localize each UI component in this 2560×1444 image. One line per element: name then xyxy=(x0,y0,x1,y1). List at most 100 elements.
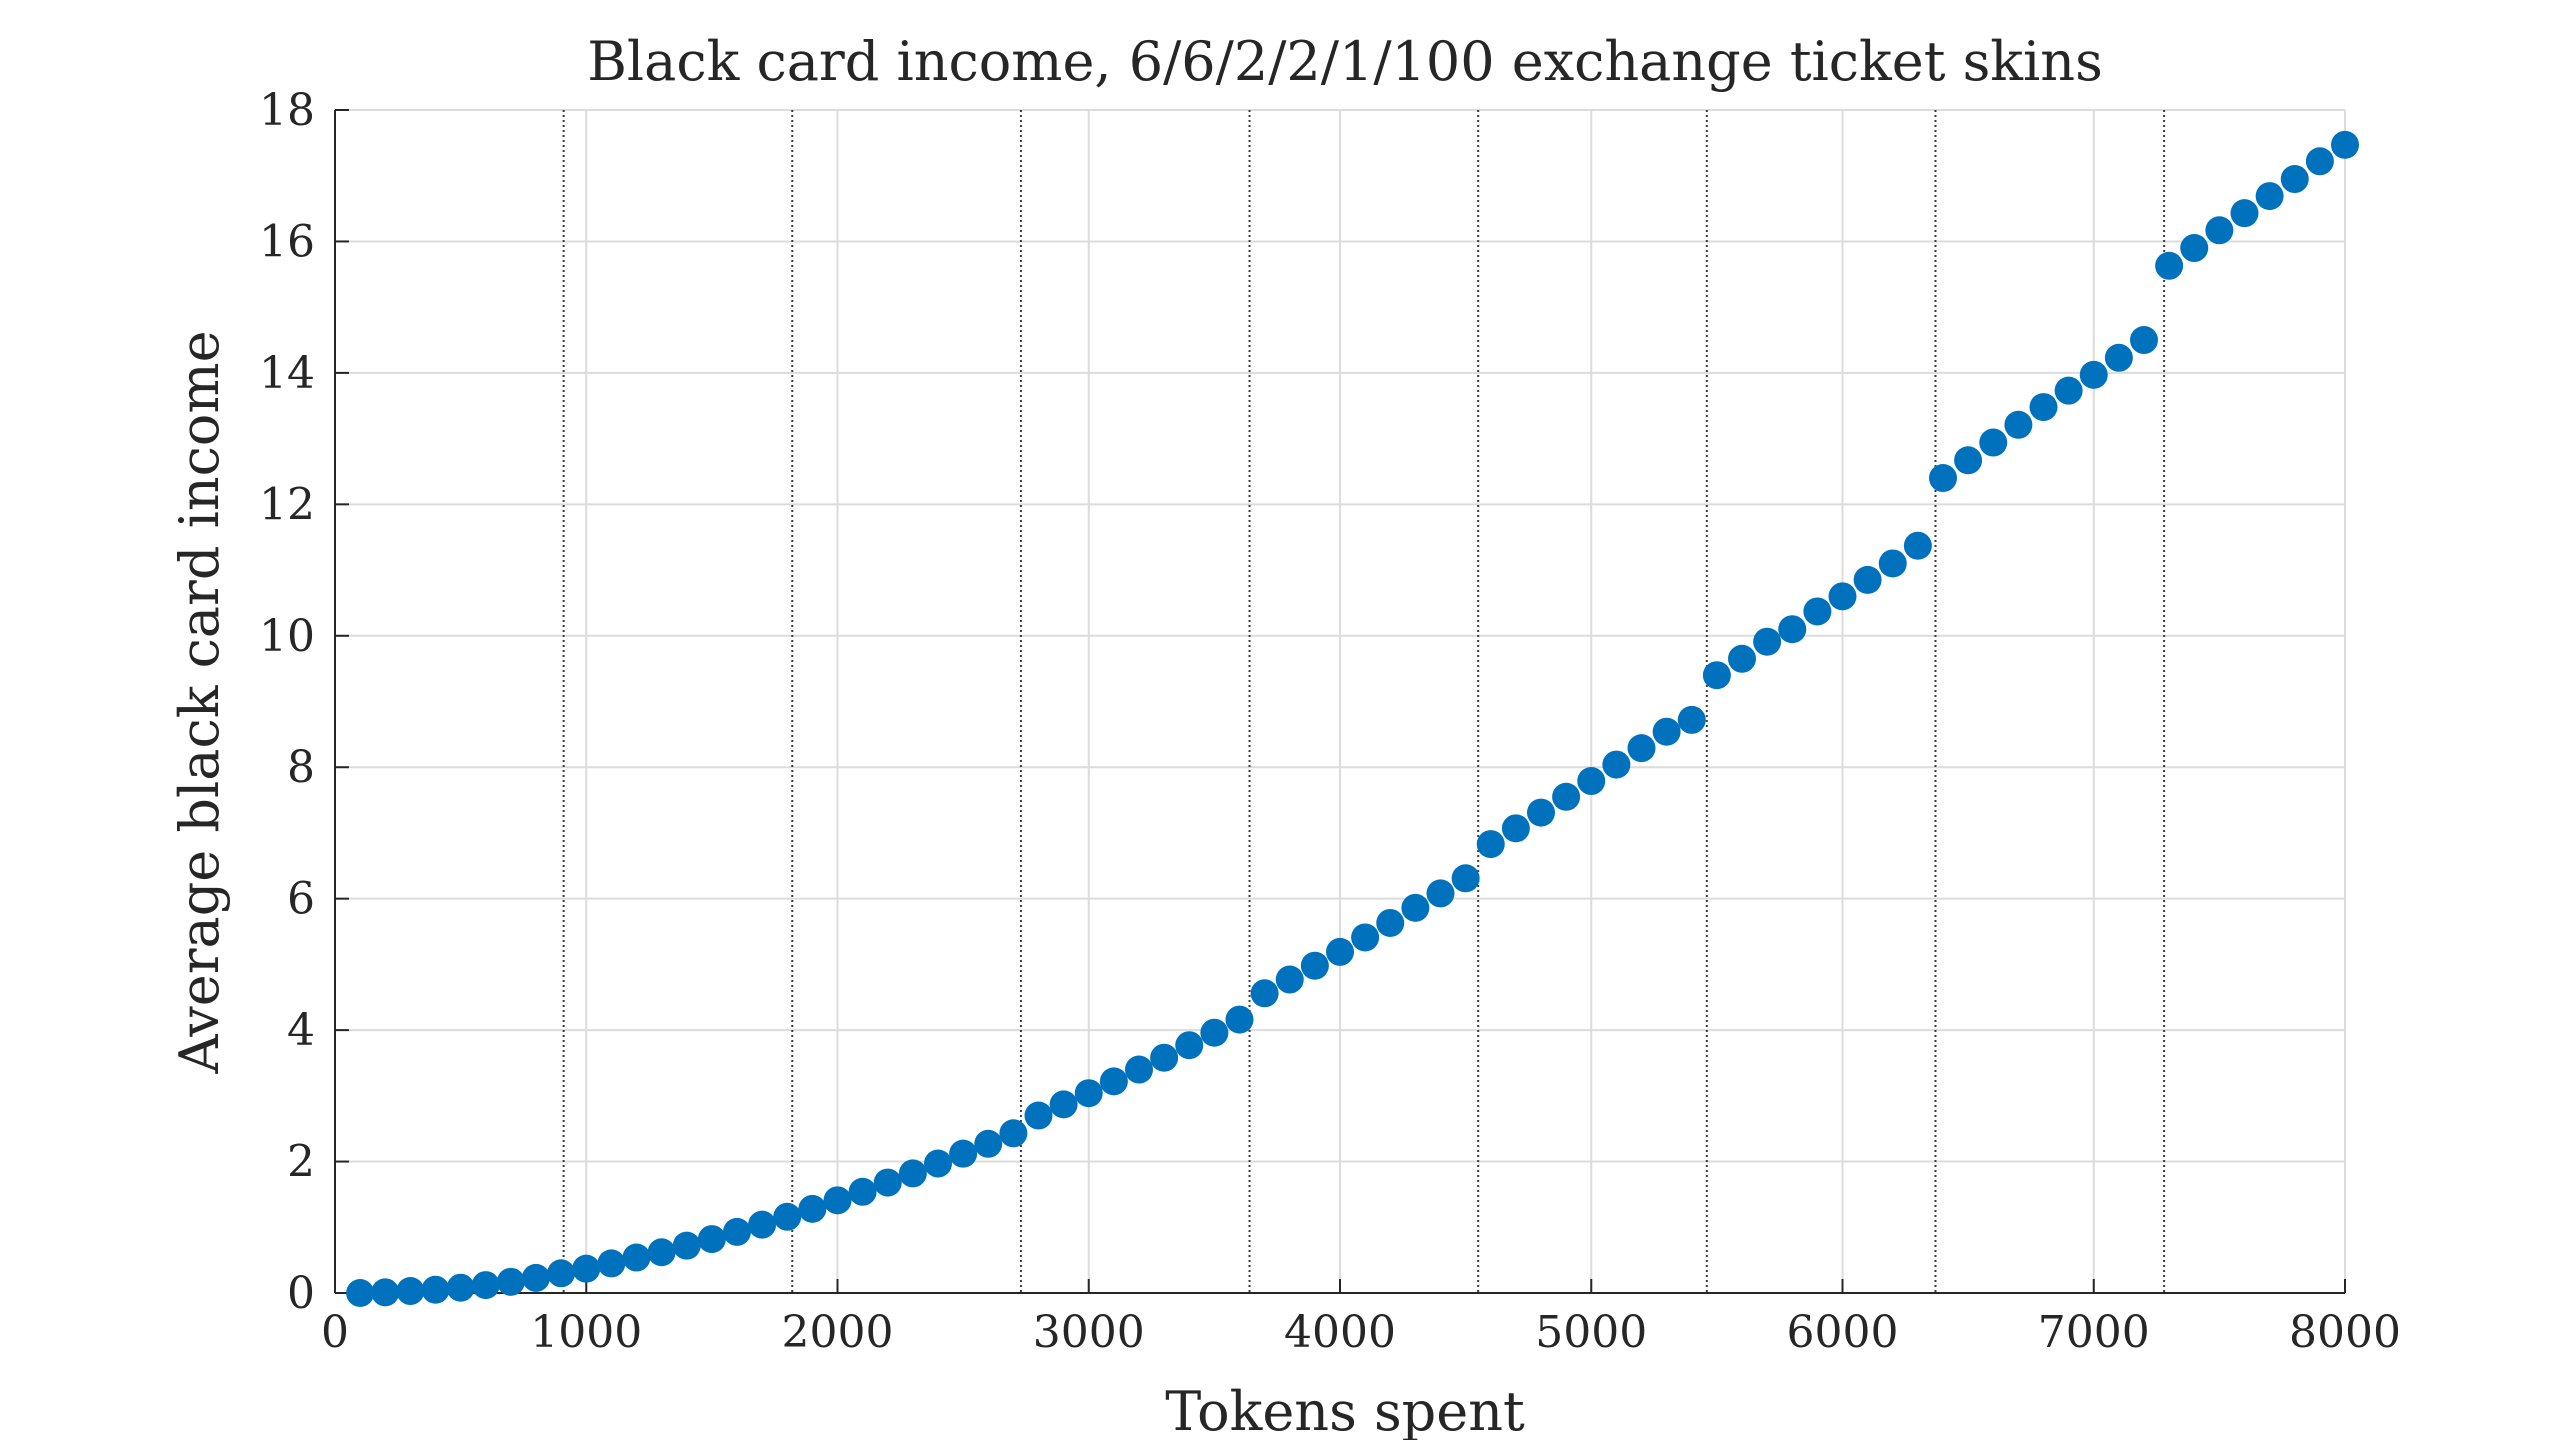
vertical-lines-layer xyxy=(562,110,2166,1293)
data-point xyxy=(1702,661,1731,690)
data-point xyxy=(873,1168,902,1197)
data-point xyxy=(2205,216,2234,245)
data-point xyxy=(1125,1055,1153,1084)
y-tick-label: 0 xyxy=(287,1268,315,1319)
data-point xyxy=(1451,864,1480,893)
data-point xyxy=(1326,937,1354,966)
data-point xyxy=(999,1119,1028,1148)
data-point xyxy=(924,1149,952,1178)
data-point xyxy=(1728,644,1756,673)
chart-title: Black card income, 6/6/2/2/1/100 exchang… xyxy=(587,30,2103,93)
data-point xyxy=(1828,582,1857,611)
data-point xyxy=(1652,717,1681,746)
data-point xyxy=(647,1238,676,1267)
data-point xyxy=(1677,705,1706,734)
data-point xyxy=(1024,1101,1053,1130)
y-axis-title: Average black card income xyxy=(168,330,231,1074)
data-point xyxy=(1552,782,1581,811)
grid-layer xyxy=(334,109,2346,1294)
data-point xyxy=(2004,410,2033,439)
data-point xyxy=(672,1231,701,1260)
x-axis-title: Tokens spent xyxy=(1165,1380,1525,1440)
y-tick-label: 2 xyxy=(287,1137,315,1188)
data-point xyxy=(446,1273,475,1302)
data-point xyxy=(522,1263,550,1292)
x-tick-label: 4000 xyxy=(1284,1307,1396,1358)
data-point xyxy=(1979,428,2008,457)
data-point xyxy=(1476,830,1505,859)
data-point xyxy=(1778,615,1807,644)
x-tick-label: 0 xyxy=(321,1307,349,1358)
x-tick-label: 5000 xyxy=(1535,1307,1647,1358)
data-point xyxy=(2280,165,2309,194)
data-point xyxy=(547,1259,576,1288)
x-tick-label: 8000 xyxy=(2289,1307,2401,1358)
data-point xyxy=(748,1210,777,1239)
data-point xyxy=(723,1217,751,1246)
data-point xyxy=(1577,767,1606,796)
y-tick-label: 6 xyxy=(287,874,315,925)
data-point xyxy=(1903,531,1932,560)
y-tick-label: 16 xyxy=(259,216,315,267)
data-point xyxy=(1200,1018,1229,1047)
data-point xyxy=(572,1254,601,1283)
data-point xyxy=(1602,750,1631,779)
data-point xyxy=(1175,1031,1204,1060)
data-point xyxy=(2104,343,2133,372)
data-point xyxy=(974,1129,1003,1158)
data-point xyxy=(1853,565,1882,594)
data-point xyxy=(1376,908,1405,937)
axes-layer: 0 1000 2000 3000 4000 5000 6000 7000 8000 0 2 4 6 8 10… xyxy=(259,85,2401,1358)
data-point xyxy=(2305,147,2334,176)
data-point xyxy=(1074,1079,1103,1108)
data-point xyxy=(496,1267,525,1296)
data-point xyxy=(1225,1005,1254,1034)
data-point xyxy=(2180,234,2209,263)
data-point xyxy=(2130,326,2158,355)
data-point xyxy=(1803,597,1832,626)
data-point xyxy=(1300,951,1329,980)
data-point xyxy=(1150,1043,1179,1072)
data-point xyxy=(2054,376,2083,405)
y-tick-label: 8 xyxy=(287,742,315,793)
data-point xyxy=(697,1225,726,1254)
data-point xyxy=(2155,251,2184,280)
data-point xyxy=(1351,923,1380,952)
data-point xyxy=(848,1177,877,1206)
data-point xyxy=(421,1275,450,1304)
y-tick-label: 12 xyxy=(259,479,315,530)
data-point xyxy=(371,1278,400,1307)
data-point xyxy=(396,1277,425,1306)
data-point xyxy=(1627,734,1656,763)
data-point xyxy=(798,1194,827,1223)
data-point xyxy=(949,1139,978,1168)
data-point xyxy=(1049,1090,1078,1119)
data-point xyxy=(1401,893,1430,922)
x-tick-label: 3000 xyxy=(1033,1307,1145,1358)
x-tick-label: 6000 xyxy=(1787,1307,1899,1358)
y-tick-label: 18 xyxy=(259,85,315,136)
data-point xyxy=(1250,979,1279,1008)
points-layer xyxy=(346,130,2359,1307)
data-point xyxy=(1275,965,1304,994)
data-point xyxy=(1501,814,1530,843)
data-point xyxy=(2331,130,2359,159)
x-tick-label: 2000 xyxy=(782,1307,894,1358)
x-tick-label: 7000 xyxy=(2038,1307,2150,1358)
data-point xyxy=(2255,182,2284,211)
data-point xyxy=(1878,549,1907,578)
data-point xyxy=(1929,464,1957,493)
data-point xyxy=(2230,199,2259,228)
data-point xyxy=(1527,798,1555,827)
x-tick-label: 1000 xyxy=(530,1307,642,1358)
data-point xyxy=(1954,446,1983,475)
data-point xyxy=(1099,1067,1128,1096)
data-point xyxy=(773,1202,802,1231)
data-point xyxy=(823,1186,852,1215)
data-point xyxy=(2079,360,2108,389)
data-point xyxy=(1753,627,1782,656)
data-point xyxy=(346,1279,375,1307)
data-point xyxy=(622,1243,651,1272)
